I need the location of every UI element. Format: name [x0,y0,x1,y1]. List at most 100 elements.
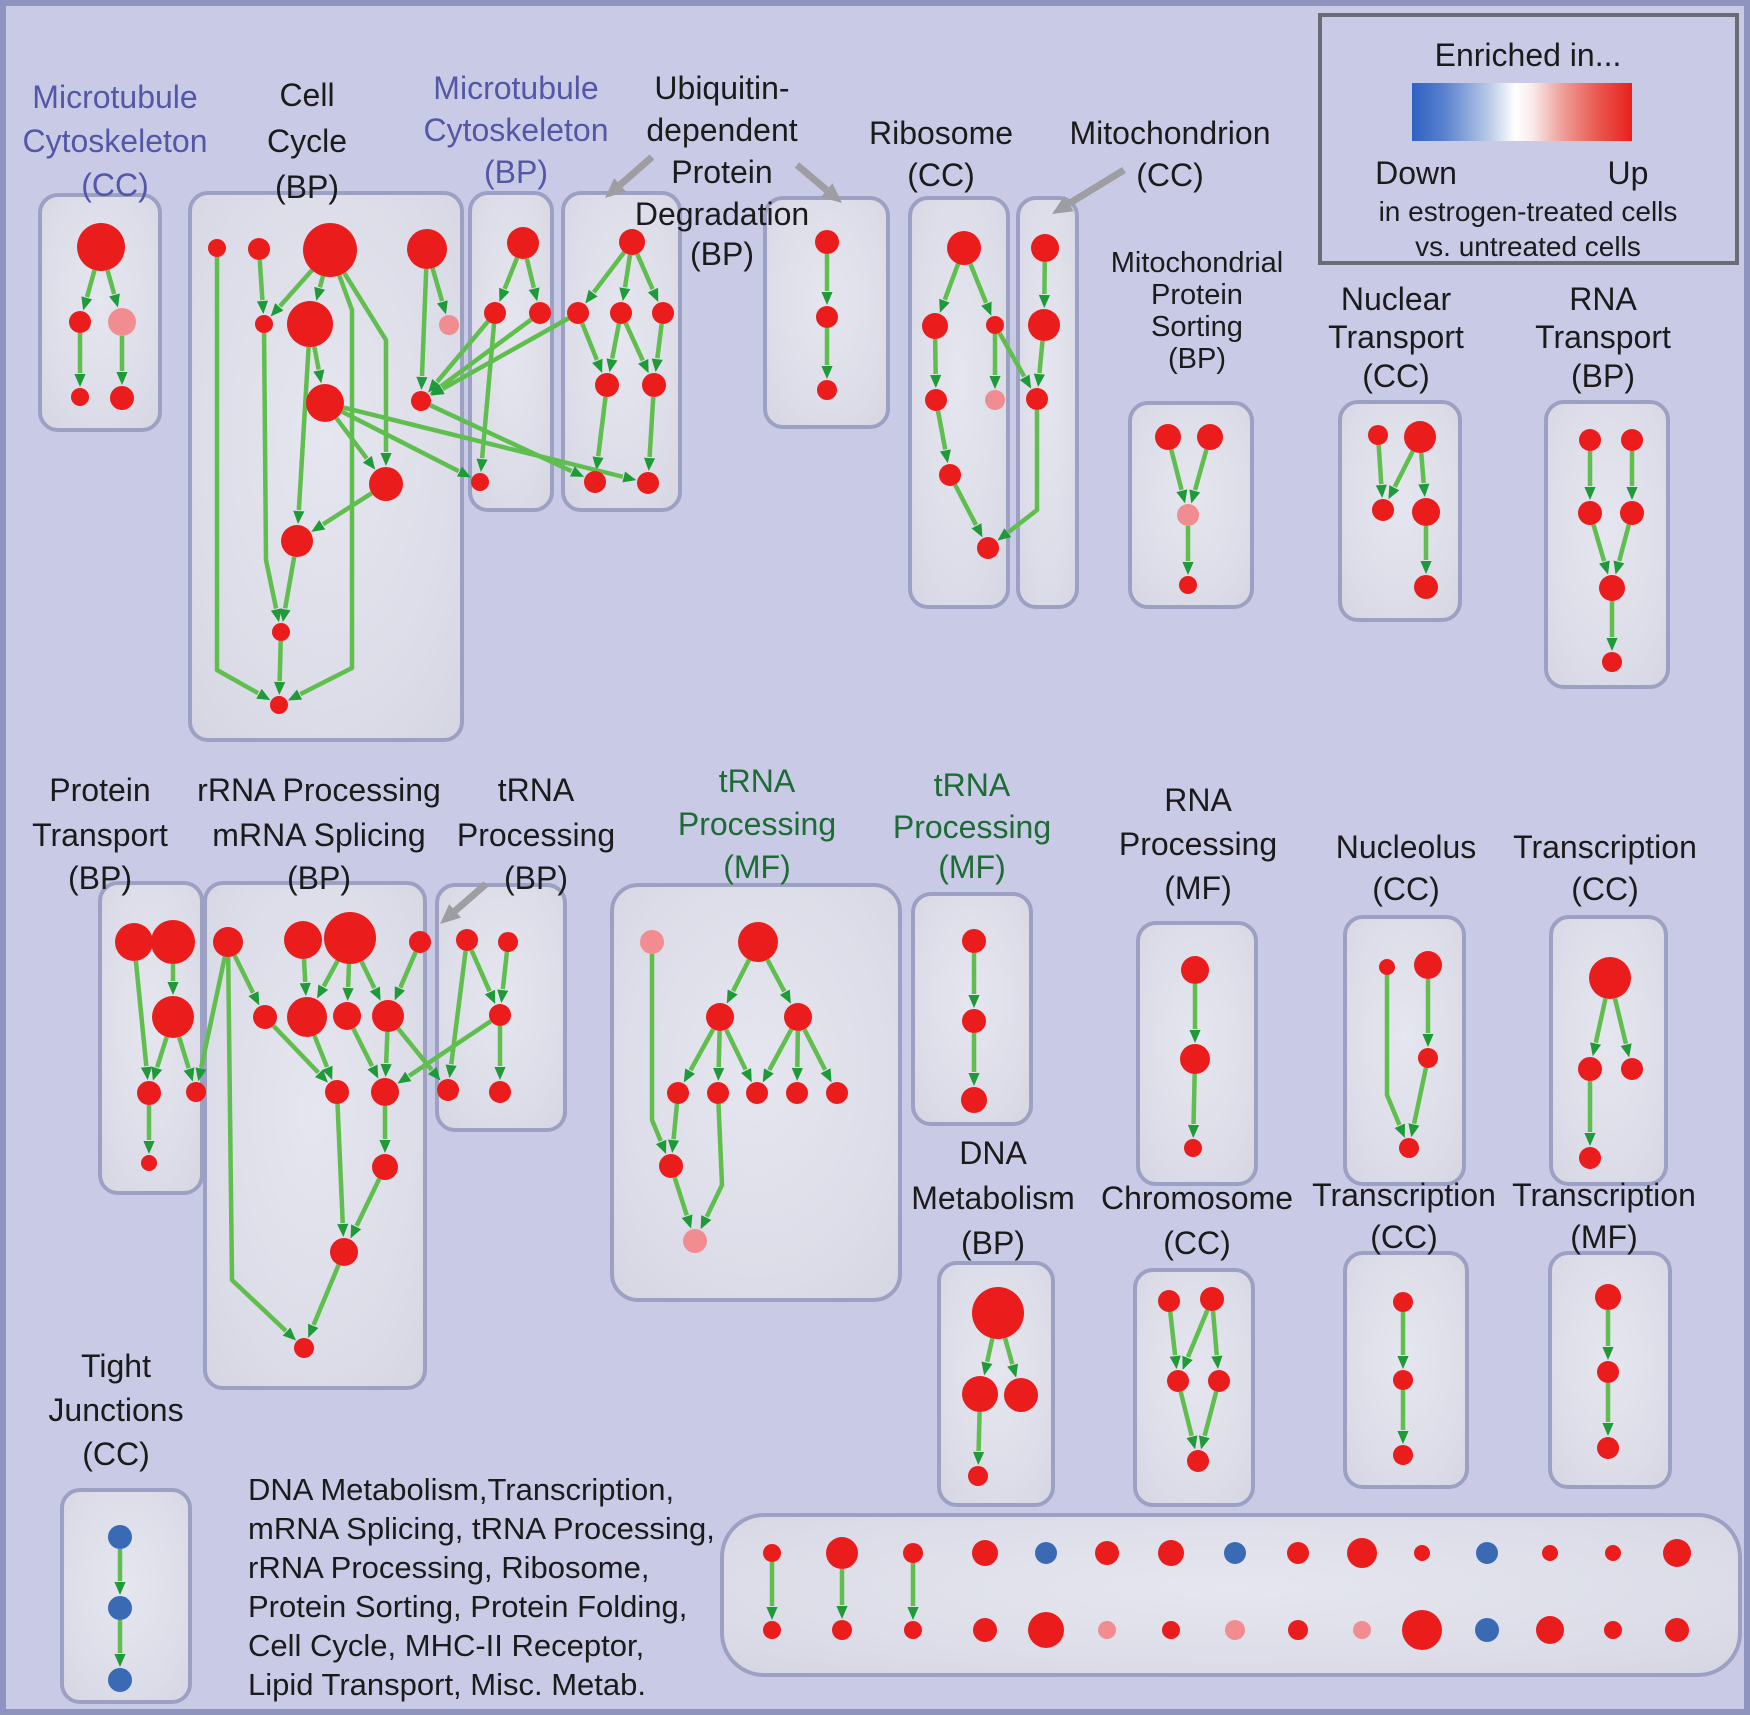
cluster-label-line: Microtubule [32,79,197,115]
arrowhead-cc_c2-ubA_b1 [569,466,585,477]
arrowhead-tj_1-tj_2 [114,1582,126,1595]
node-x2_2 [1393,1370,1413,1390]
cluster-label-line: Processing [893,809,1051,845]
node-pt_b [151,920,195,964]
arrowhead-tm_p0-tm_9 [655,1139,667,1154]
node-rr_g [213,927,243,957]
arrowhead-rt_1-rt_3 [1584,487,1596,500]
node-mps_3 [1179,576,1197,594]
arrowhead-cc_a3-cc_g1 [287,689,303,701]
node-tj_2 [108,1596,132,1620]
node-nu_1 [1379,959,1395,975]
node-tc_3 [1621,1058,1643,1080]
cluster-box-transcription-cc-bottom [1343,1251,1469,1489]
edge-cc_a2-cc_b1 [257,259,265,301]
arrowhead-rt_4-rt_5 [1613,560,1625,575]
arrowhead-rp_1-rp_2 [1189,1030,1201,1043]
edge-mtbp_c2-cc_c2 [439,317,533,388]
node-tm_6 [746,1082,768,1104]
arrowhead-tm_1-tm_2 [726,989,738,1004]
node-ch_5 [1187,1450,1209,1472]
node-x3_2 [1597,1361,1619,1383]
cluster-label-line: (CC) [1372,871,1440,907]
cluster-box-misc-cluster-row [720,1513,1742,1677]
node-mps_1 [1155,424,1181,450]
cluster-box-rna-transport-bp [1544,400,1670,689]
node-ubB_1 [815,230,839,254]
node-rib_1 [947,231,981,265]
cluster-label-transcription-cc-mid: Transcription (CC) [1513,829,1697,907]
edge-cc_b2-cc_c1 [312,346,321,371]
arrowhead-tb_3-tb_5 [494,1067,506,1080]
node-nu_2 [1414,951,1442,979]
cluster-label-mitochondrion-cc: Mitochondrion (CC) [1070,115,1271,193]
edge-rib_3-mit_3 [997,331,1027,378]
edge-cc_a3-cc_g1 [299,274,355,697]
node-tb_5 [489,1081,511,1103]
arrowhead-rr_j-rr_n [394,986,406,1001]
node-rib_5 [939,464,961,486]
node-rib_4 [925,389,947,411]
arrowhead-rr_n-tb_4 [427,1067,441,1081]
edge-nu_1-nu_4 [1384,975,1402,1126]
arrowhead-cc_a3-cc_b1 [270,303,284,317]
gray-arrow-trna-bp-pointer [452,881,489,914]
node-mit_2 [1028,309,1060,341]
cluster-label-line: RNA [1569,281,1637,317]
node-mtcc2 [69,311,91,333]
node-mtcc4 [71,388,89,406]
cluster-label-line: Processing [1119,826,1277,862]
arrowhead-rr_g-pt_e [195,1067,207,1082]
gray-arrowhead-trna-bp-pointer [440,904,461,924]
arrowhead-tb_2-tb_3 [497,989,509,1004]
cluster-label-line: Mitochondrion [1070,115,1271,151]
arrowhead-ch_2-ch_4 [1211,1355,1223,1370]
arrowhead-x2_2-x2_3 [1397,1431,1409,1444]
cluster-label-line: (MF) [723,849,791,885]
node-x3_3 [1597,1437,1619,1459]
node-nu_4 [1399,1138,1419,1158]
cluster-label-line: Ubiquitin- [654,70,789,106]
node-mtcc3 [108,308,136,336]
cluster-label-line: Transport [32,817,168,853]
node-cc_pk [439,315,459,335]
cluster-label-line: (CC) [1571,871,1639,907]
arrowhead-ubA_t-ubA_c1 [585,289,598,304]
arrowhead-cc_d1-cc_e1 [311,520,326,532]
arrowhead-cc_a1-cc_g1 [256,688,271,701]
cluster-label-trna-processing-mf-large: tRNA Processing (MF) [678,763,836,885]
edge-tb_2-tb_3 [500,951,510,990]
arrowhead-tm_3-tm_8 [820,1068,832,1083]
edge-rr_j-rr_n [398,951,418,989]
node-rib_3 [986,316,1004,334]
legend-subtitle-line1: in estrogen-treated cells [1379,196,1678,227]
edge-rib_1-rib_2 [942,263,961,301]
footnote-line: mRNA Splicing, tRNA Processing, [248,1511,715,1546]
arrowhead-mps_2-mps_p [1189,489,1201,504]
edge-pt_c-pt_e [177,1036,191,1069]
arrowhead-ubA_m2-ubA_b2 [643,457,656,472]
edge-rr_o-rr_r [335,1103,345,1224]
legend: Enriched in... Down Up in estrogen-treat… [1318,13,1739,265]
node-tn_2 [962,1009,986,1033]
node-rp_1 [1181,956,1209,984]
node-ubA_c3 [652,302,674,324]
arrowhead-ubB_2-ubB_3 [821,366,833,379]
node-mb_b3 [904,1621,922,1639]
edge-pt_c-pt_d [154,1036,169,1068]
edge-ch_3-ch_5 [1178,1391,1194,1437]
cluster-label-line: Degradation [635,196,809,232]
node-mb_t1 [763,1544,781,1562]
arrowhead-ch_2-ch_3 [1182,1355,1193,1370]
arrowhead-ubA_t-ubA_c3 [647,287,659,303]
node-mb_b9 [1288,1620,1308,1640]
node-dm_4 [968,1466,988,1486]
node-mb_t14 [1605,1545,1621,1561]
cluster-label-line: (BP) [287,860,351,896]
arrowhead-mb_t1-mb_b1 [766,1607,778,1620]
arrowhead-rib_2-rib_4 [930,374,942,389]
node-mb_t2 [826,1537,858,1569]
arrowhead-dm_2-dm_4 [972,1451,985,1466]
node-mb_t9 [1287,1542,1309,1564]
